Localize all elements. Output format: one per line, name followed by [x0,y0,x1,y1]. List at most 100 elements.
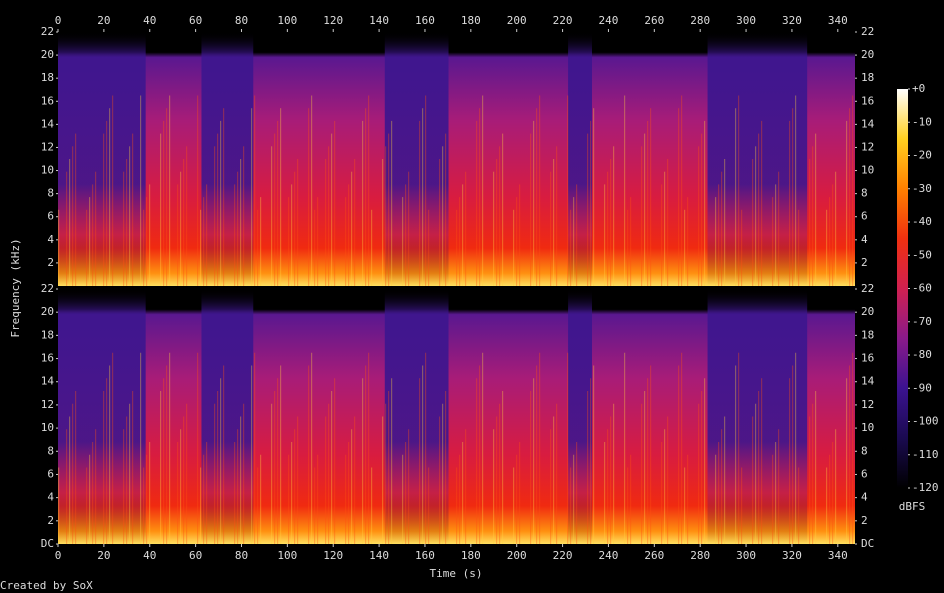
spectrogram-streak [809,416,811,544]
y-tick-label-right: 12 [861,140,874,153]
spectrogram-streak [169,95,171,286]
spectrogram-streak [681,352,683,544]
spectrogram-streak [405,184,407,286]
spectrogram-streak [109,108,111,286]
spectrogram-streak [684,209,686,286]
spectrogram-streak [789,120,791,287]
spectrogram-streak [69,416,71,544]
spectrogram-streak [519,184,521,286]
spectrogram-streak [200,467,202,544]
spectrogram-streak [482,352,484,544]
spectrogram-streak [775,184,777,286]
spectrogram-streak [681,95,683,286]
spectrogram-streak [738,352,740,544]
spectrogram-streak [624,95,626,286]
x-tick-label: 320 [782,14,802,27]
colorbar-tick-label: -30 [912,182,932,195]
spectrogram-streak [465,429,467,544]
spectrogram-streak [849,108,851,286]
spectrogram-streak [445,391,447,544]
spectrogram-streak [217,391,219,544]
spectrogram-streak [789,378,791,544]
spectrogram-streak [146,197,148,286]
x-tick-label: 60 [189,14,202,27]
spectrogram-streak [214,403,216,544]
spectrogram-streak [849,365,851,544]
spectrogram-streak [183,416,185,544]
spectrogram-region [201,32,254,286]
spectrogram-streak [160,133,162,286]
spectrogram-streak [735,108,737,286]
spectrogram-streak [419,378,421,544]
spectrogram-streak [317,197,319,286]
spectrogram-streak [610,159,612,286]
spectrogram-streak [95,429,97,544]
y-tick-label-right: 20 [861,305,874,318]
spectrogram-region [568,289,592,544]
spectrogram-streak [234,442,236,544]
spectrogram-streak [402,197,404,286]
x-tick-label: 0 [55,549,62,562]
spectrogram-streak [314,209,316,286]
spectrogram-streak [132,133,134,286]
x-tick-label: 300 [736,549,756,562]
spectrogram-streak [311,95,313,286]
y-tick-label-right: 8 [861,444,868,457]
spectrogram-streak [587,133,589,286]
spectrogram-streak [576,184,578,286]
spectrogram-streak [758,391,760,544]
spectrogram-streak [143,467,145,544]
spectrogram-streak [445,133,447,286]
spectrogram-streak [149,184,151,286]
spectrogram-streak [721,171,723,286]
spectrogram-streak [513,467,515,544]
spectrogram-streak [186,403,188,544]
spectrogram-streak [280,365,282,544]
spectrogram-streak [86,209,88,286]
spectrogram-streak [214,146,216,286]
spectrogram-streak [476,120,478,287]
spectrogram-streak [197,352,199,544]
spectrogram-streak [354,159,356,286]
spectrogram-streak [75,133,77,286]
spectrogram-streak [698,403,700,544]
spectrogram-streak [354,416,356,544]
spectrogram-streak [109,365,111,544]
spectrogram-streak [567,352,569,544]
spectrogram-streak [718,442,720,544]
spectrogram-streak [442,146,444,286]
spectrogram-streak [499,403,501,544]
spectrogram-streak [502,391,504,544]
spectrogram-streak [140,95,142,286]
y-tick-label-right: 14 [861,375,875,388]
spectrogram-streak [260,454,262,544]
spectrogram-streak [604,184,606,286]
spectrogram-streak [835,429,837,544]
spectrogram-streak [274,391,276,544]
y-tick-label-right: 10 [861,421,874,434]
spectrogram-streak [72,146,74,286]
spectrogram-streak [425,95,427,286]
spectrogram-streak [761,378,763,544]
spectrogram-streak [687,197,689,286]
colorbar [897,89,908,488]
spectrogram-streak [832,442,834,544]
spectrogram-streak [536,365,538,544]
y-tick-label: DC [41,537,54,550]
spectrogram-streak [809,159,811,286]
spectrogram-streak [206,184,208,286]
x-tick-label: 220 [553,14,573,27]
spectrogram-streak [630,454,632,544]
spectrogram-streak [684,467,686,544]
spectrogram-streak [724,159,726,286]
x-tick-label: 120 [323,549,343,562]
spectrogram-streak [647,378,649,544]
spectrogram-streak [550,171,552,286]
colorbar-label: dBFS [899,500,926,513]
x-tick-label: 200 [507,549,527,562]
spectrogram-streak [149,442,151,544]
spectrogram-streak [345,454,347,544]
spectrogram-streak [106,378,108,544]
spectrogram-streak [385,146,387,286]
spectrogram-streak [362,120,364,287]
